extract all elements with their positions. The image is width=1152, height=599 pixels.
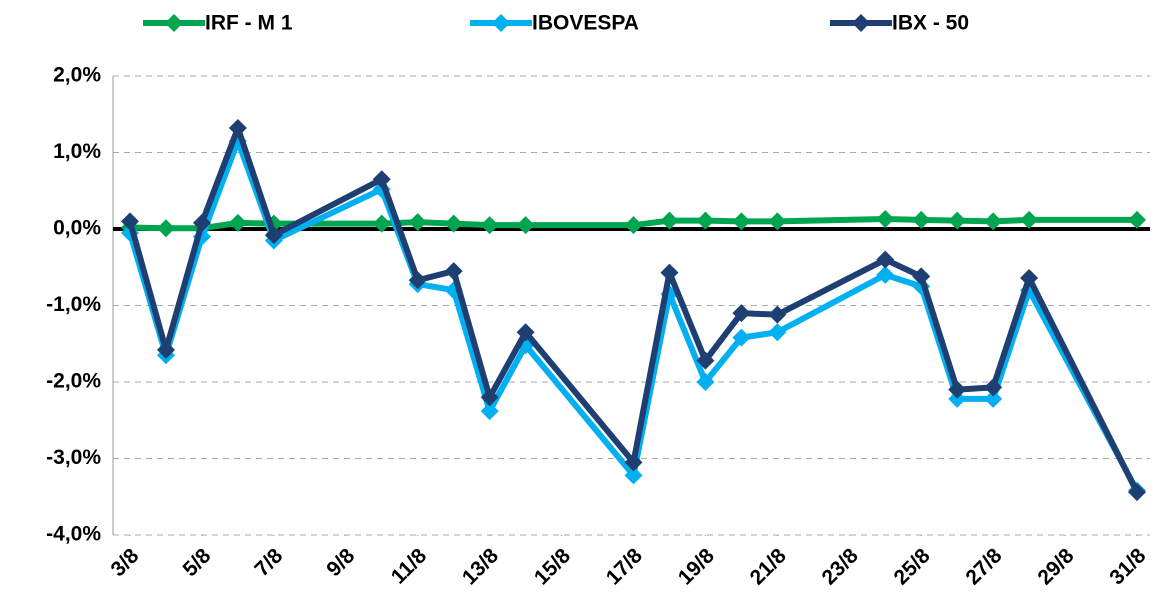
x-tick-label: 29/8 xyxy=(1033,544,1078,589)
point xyxy=(732,212,751,231)
point xyxy=(876,265,895,284)
legend-label: IBOVESPA xyxy=(532,12,639,35)
point xyxy=(948,380,967,399)
point xyxy=(228,119,247,138)
legend-label: IRF - M 1 xyxy=(205,12,293,35)
legend-marker xyxy=(165,14,183,32)
point xyxy=(948,211,967,230)
y-tick-label: -4,0% xyxy=(46,523,101,546)
point xyxy=(768,305,787,324)
point xyxy=(121,212,139,231)
y-tick-label: -1,0% xyxy=(46,293,101,316)
x-tick-label: 7/8 xyxy=(250,544,287,581)
point xyxy=(912,210,931,229)
point xyxy=(372,214,391,233)
point xyxy=(624,216,643,235)
point xyxy=(876,250,895,269)
point xyxy=(264,226,283,245)
point xyxy=(732,304,751,323)
point xyxy=(696,351,715,370)
x-tick-label: 17/8 xyxy=(602,544,647,589)
point xyxy=(480,402,499,421)
point xyxy=(660,263,679,282)
point xyxy=(1128,210,1146,229)
x-tick-label: 3/8 xyxy=(107,544,144,581)
point xyxy=(624,453,643,472)
point xyxy=(408,271,427,290)
point xyxy=(912,267,931,286)
y-tick-label: 0,0% xyxy=(53,217,101,240)
legend-marker xyxy=(492,14,510,32)
point xyxy=(372,170,391,189)
x-tick-label: 5/8 xyxy=(178,544,215,581)
point xyxy=(876,210,895,229)
point xyxy=(408,213,427,232)
point xyxy=(660,211,679,230)
point xyxy=(768,323,787,342)
point xyxy=(624,466,643,485)
x-tick-label: 19/8 xyxy=(674,544,719,589)
series-line xyxy=(127,138,1140,493)
point xyxy=(984,212,1003,231)
point xyxy=(516,216,535,235)
y-tick-label: -3,0% xyxy=(46,446,101,469)
series-line xyxy=(127,125,1140,494)
point xyxy=(480,216,499,235)
x-tick-label: 21/8 xyxy=(746,544,791,589)
point xyxy=(228,213,247,232)
point xyxy=(696,211,715,230)
point xyxy=(984,378,1003,397)
point xyxy=(156,340,175,359)
y-tick-label: -2,0% xyxy=(46,370,101,393)
legend-marker xyxy=(852,14,870,32)
point xyxy=(444,262,463,281)
point xyxy=(1020,210,1039,229)
x-tick-label: 31/8 xyxy=(1105,544,1150,589)
point xyxy=(768,212,787,231)
x-tick-label: 27/8 xyxy=(961,544,1006,589)
point xyxy=(696,373,715,391)
point xyxy=(948,389,967,408)
point xyxy=(984,389,1003,408)
y-tick-label: 1,0% xyxy=(53,140,101,163)
y-tick-label: 2,0% xyxy=(53,64,101,87)
point xyxy=(444,214,463,233)
x-tick-label: 15/8 xyxy=(530,544,575,589)
x-tick-label: 23/8 xyxy=(818,544,863,589)
point xyxy=(156,219,175,238)
x-tick-label: 25/8 xyxy=(890,544,935,589)
point xyxy=(732,328,751,347)
legend-label: IBX - 50 xyxy=(892,12,969,35)
x-tick-label: 13/8 xyxy=(458,544,503,589)
point xyxy=(192,213,211,232)
x-tick-label: 9/8 xyxy=(322,544,359,581)
point xyxy=(480,388,499,407)
x-tick-label: 11/8 xyxy=(387,544,432,589)
point xyxy=(516,323,535,342)
point xyxy=(1128,483,1146,502)
point xyxy=(1020,268,1039,287)
